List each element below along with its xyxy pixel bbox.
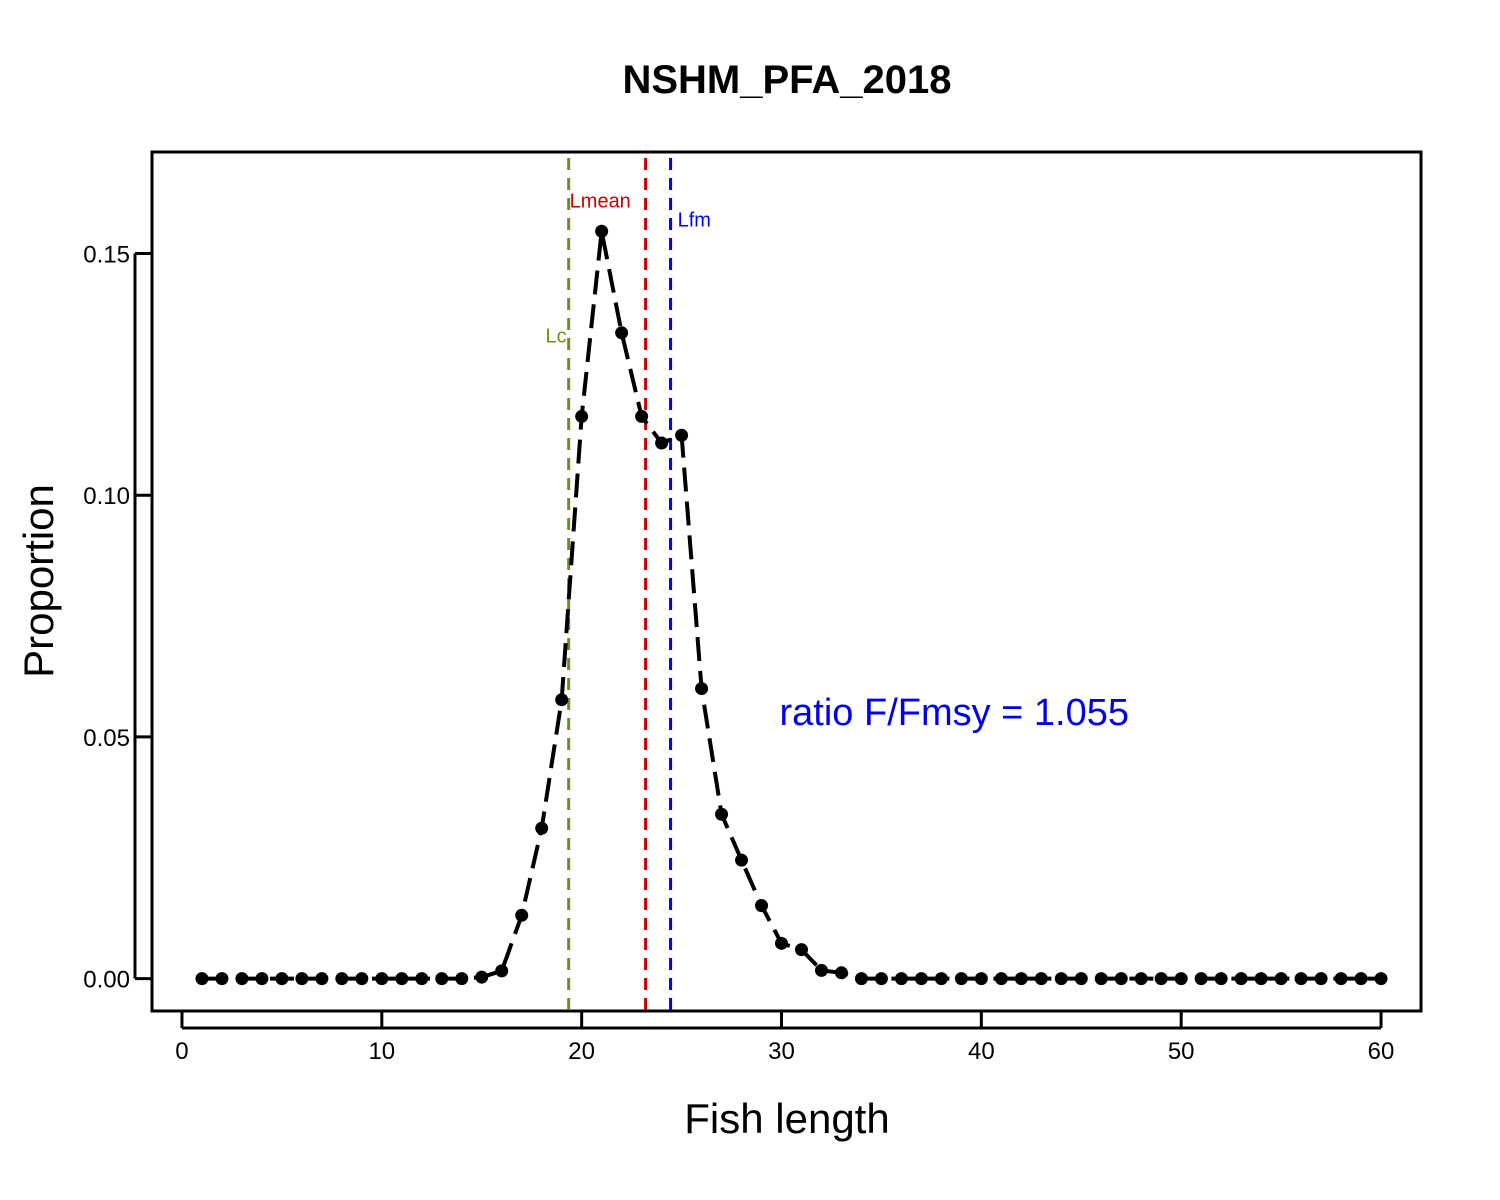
data-point	[495, 964, 509, 978]
data-point	[755, 899, 769, 913]
data-point	[1234, 972, 1248, 986]
data-point	[1154, 972, 1168, 986]
series-line	[201, 229, 1382, 981]
data-point	[715, 807, 729, 821]
data-point	[894, 972, 908, 986]
data-point	[355, 972, 369, 986]
plot-area: 0 10 20 30 40 50 60 0.00 0.05 0.10 0.15 Lc Lmean Lfm r…	[83, 150, 1423, 1065]
data-point	[595, 224, 609, 238]
data-point	[1014, 972, 1028, 986]
data-point	[675, 428, 689, 442]
data-point	[834, 966, 848, 980]
data-point	[575, 409, 589, 423]
data-point	[215, 972, 229, 986]
data-point	[934, 972, 948, 986]
data-point	[1334, 972, 1348, 986]
chart-title: NSHM_PFA_2018	[622, 58, 951, 102]
reference-label-lmean: Lmean	[570, 190, 631, 212]
x-tick-label: 10	[368, 1038, 395, 1065]
data-point	[994, 972, 1008, 986]
x-axis-title: Fish length	[684, 1095, 889, 1142]
data-point	[515, 908, 529, 922]
ratio-annotation: ratio F/Fmsy = 1.055	[780, 692, 1130, 734]
y-tick-label: 0.10	[83, 483, 130, 510]
data-point	[275, 972, 289, 986]
x-tick-label: 30	[768, 1038, 795, 1065]
data-point	[655, 436, 669, 450]
data-point	[954, 972, 968, 986]
data-point	[1354, 972, 1368, 986]
plot-frame	[150, 150, 1423, 1013]
x-tick-label: 60	[1368, 1038, 1395, 1065]
data-point	[435, 972, 449, 986]
x-tick-label: 50	[1168, 1038, 1195, 1065]
data-point	[235, 972, 249, 986]
data-point	[315, 972, 329, 986]
data-point	[1074, 972, 1088, 986]
data-point	[335, 972, 349, 986]
data-point	[195, 972, 209, 986]
data-point	[1294, 972, 1308, 986]
x-tick-label: 0	[175, 1038, 188, 1065]
data-point	[854, 972, 868, 986]
data-point	[695, 682, 709, 696]
y-tick-label: 0.00	[83, 967, 130, 994]
data-point	[395, 972, 409, 986]
data-point	[1194, 972, 1208, 986]
data-point	[1314, 972, 1328, 986]
reference-label-lfm: Lfm	[678, 210, 711, 232]
data-point	[1254, 972, 1268, 986]
data-point	[415, 972, 429, 986]
data-point	[974, 972, 988, 986]
data-point	[874, 972, 888, 986]
y-tick-label: 0.15	[83, 242, 130, 269]
data-point	[615, 326, 629, 340]
data-point	[814, 963, 828, 977]
data-point	[1274, 972, 1288, 986]
data-point	[375, 972, 389, 986]
data-point	[794, 943, 808, 957]
data-point	[635, 409, 649, 423]
data-point	[455, 972, 469, 986]
data-point	[475, 970, 489, 984]
x-tick-label: 40	[968, 1038, 995, 1065]
y-tick-label: 0.05	[83, 725, 130, 752]
data-point	[535, 821, 549, 835]
data-point	[1374, 972, 1388, 986]
data-point	[555, 693, 569, 707]
data-point	[1054, 972, 1068, 986]
data-point	[1114, 972, 1128, 986]
data-point	[735, 853, 749, 867]
data-point	[914, 972, 928, 986]
y-axis-title: Proportion	[15, 484, 62, 678]
data-point	[775, 936, 789, 950]
x-tick-label: 20	[568, 1038, 595, 1065]
data-point	[295, 972, 309, 986]
data-point	[1174, 972, 1188, 986]
reference-label-lc: Lc	[546, 326, 567, 348]
data-point	[1034, 972, 1048, 986]
data-point	[255, 972, 269, 986]
data-point	[1214, 972, 1228, 986]
data-point	[1134, 972, 1148, 986]
data-point	[1094, 972, 1108, 986]
